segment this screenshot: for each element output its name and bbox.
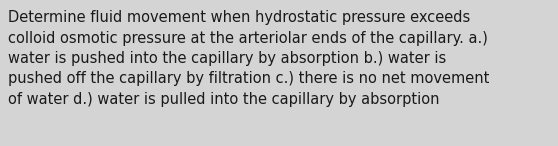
Text: Determine fluid movement when hydrostatic pressure exceeds
colloid osmotic press: Determine fluid movement when hydrostati… xyxy=(8,10,489,107)
